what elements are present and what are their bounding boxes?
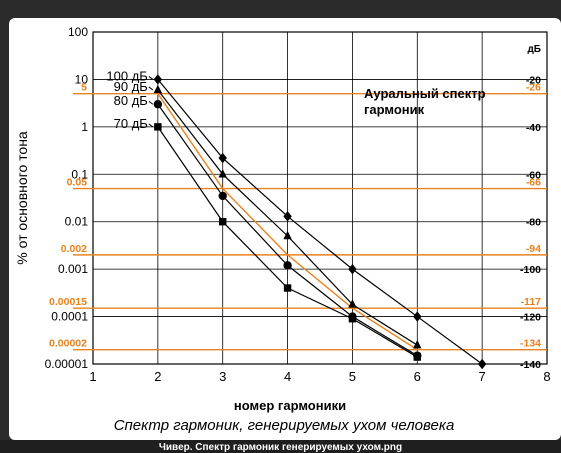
series-label: 90 дБ xyxy=(114,79,148,94)
plot-frame xyxy=(92,31,548,365)
data-point-square xyxy=(283,284,292,292)
y-tick-label: 0.001 xyxy=(58,262,88,276)
chart-title: Аурaльный спектр гармоник xyxy=(364,86,486,117)
series-line-diamond xyxy=(157,79,483,365)
orange-db-label: -94 xyxy=(526,243,541,255)
data-point-diamond xyxy=(413,311,422,322)
orange-pct-label: 0.00002 xyxy=(49,338,87,350)
y-tick-label: 0.0001 xyxy=(51,310,88,324)
orange-pct-label: 0.002 xyxy=(61,243,87,255)
footer-strip xyxy=(0,440,561,453)
orange-pct-label: 5 xyxy=(81,82,87,94)
series-label: 70 дБ xyxy=(114,116,148,131)
y-axis-label: % от основного тона xyxy=(14,131,30,265)
y-tick-label: 100 xyxy=(68,25,88,39)
db-tick-label: -80 xyxy=(526,217,541,229)
db-axis-title: дБ xyxy=(527,44,541,55)
orange-pct-label: 0.05 xyxy=(67,177,88,189)
x-tick-label: 7 xyxy=(479,369,486,384)
series-label-leader xyxy=(148,86,154,91)
db-tick-label: -100 xyxy=(520,264,541,276)
x-axis-label: номер гармоники xyxy=(234,398,346,413)
orange-series-line xyxy=(157,93,418,351)
data-point-triangle xyxy=(413,339,422,349)
orange-db-label: -66 xyxy=(526,177,541,189)
chart-caption: Спектр гармоник, генерируемых ухом челов… xyxy=(114,417,455,434)
series-label: 80 дБ xyxy=(114,93,148,108)
x-tick-label: 3 xyxy=(219,369,226,384)
y-tick-label: 0.01 xyxy=(65,215,89,229)
data-point-diamond xyxy=(218,152,227,164)
y-tick-label: 1 xyxy=(81,120,88,134)
x-tick-label: 2 xyxy=(154,369,161,384)
data-point-circle xyxy=(153,100,163,109)
data-point-circle xyxy=(283,261,292,270)
orange-db-label: -117 xyxy=(521,296,542,308)
series-label-leader xyxy=(148,123,154,128)
orange-db-label: -26 xyxy=(526,82,541,94)
series-label-leader xyxy=(148,100,154,105)
orange-db-label: -134 xyxy=(520,338,541,350)
data-point-square xyxy=(154,123,162,131)
x-tick-label: 5 xyxy=(349,369,356,384)
y-tick-label: 0.1 xyxy=(71,167,88,181)
db-tick-label: -20 xyxy=(526,74,541,86)
x-tick-label: 8 xyxy=(543,369,550,384)
data-point-square xyxy=(413,353,421,361)
data-point-triangle xyxy=(218,169,227,178)
db-tick-label: -60 xyxy=(526,169,541,181)
db-tick-label: -40 xyxy=(526,122,541,134)
series-label: 100 дБ xyxy=(106,68,147,83)
db-tick-label: -140 xyxy=(520,359,541,371)
x-tick-label: 6 xyxy=(414,369,421,384)
data-point-circle xyxy=(218,191,227,201)
data-point-triangle xyxy=(283,230,292,240)
y-tick-label: 10 xyxy=(75,72,89,86)
data-point-square xyxy=(348,315,357,323)
data-point-triangle xyxy=(348,299,357,308)
data-point-diamond xyxy=(477,358,487,370)
data-point-diamond xyxy=(348,263,357,275)
x-tick-label: 4 xyxy=(284,369,291,384)
data-point-diamond xyxy=(153,74,163,85)
chart: 1 2 3 4 5 6 7 8 100 10 1 0.1 0.01 0.001 0.0001 0.00001 н… xyxy=(14,25,551,434)
data-point-square xyxy=(219,218,227,226)
orange-pct-label: 0.00015 xyxy=(49,296,87,308)
y-tick-label: 0.00001 xyxy=(45,357,89,371)
series-label-leader xyxy=(148,76,154,80)
x-tick-label: 1 xyxy=(89,369,96,384)
db-tick-label: -120 xyxy=(520,312,541,324)
chart-card: 1 2 3 4 5 6 7 8 100 10 1 0.1 0.01 0.001 0.0001 0.00001 н… xyxy=(9,18,561,440)
data-point-triangle xyxy=(153,84,163,94)
data-point-diamond xyxy=(283,211,292,222)
footer-caption: Чивер. Спектр гармоник генерируемых ухом… xyxy=(158,442,403,453)
